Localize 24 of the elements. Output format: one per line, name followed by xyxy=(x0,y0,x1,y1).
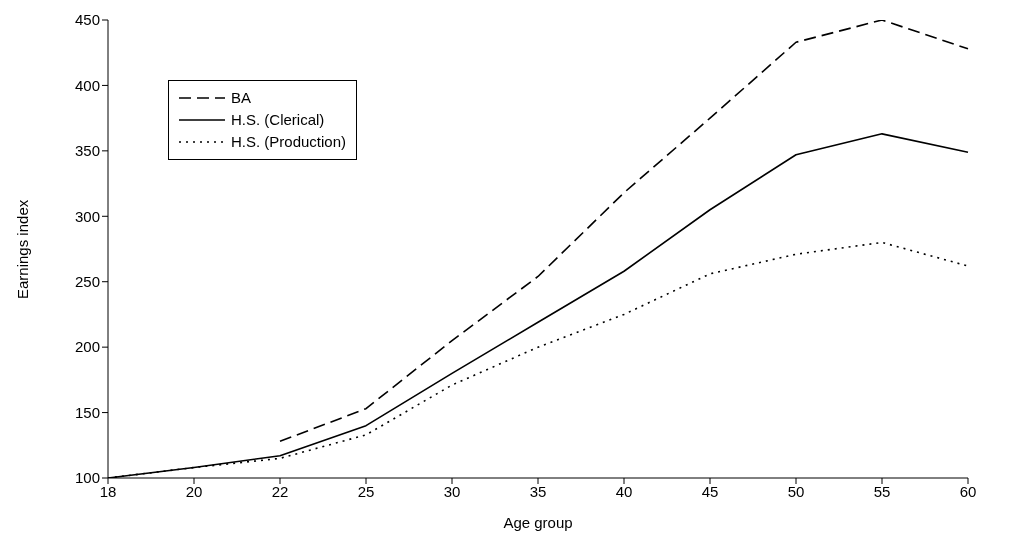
x-tick-label: 40 xyxy=(615,482,633,500)
legend-label: H.S. (Clerical) xyxy=(231,110,325,130)
legend-label: BA xyxy=(231,88,252,108)
y-tick-label: 450 xyxy=(74,11,100,29)
y-tick-label: 100 xyxy=(74,469,100,487)
y-tick-label: 400 xyxy=(74,76,100,94)
y-tick-label: 350 xyxy=(74,142,100,160)
x-tick-label: 45 xyxy=(701,482,719,500)
y-axis-title: Earnings index xyxy=(14,199,32,299)
y-tick-label: 250 xyxy=(74,273,100,291)
x-tick-label: 18 xyxy=(99,482,117,500)
x-tick-label: 50 xyxy=(787,482,805,500)
x-axis-title: Age group xyxy=(503,514,573,531)
legend-label: H.S. (Production) xyxy=(231,132,347,152)
x-tick-label: 35 xyxy=(529,482,547,500)
x-tick-label: 22 xyxy=(271,482,289,500)
x-tick-label: 55 xyxy=(873,482,891,500)
y-tick-label: 150 xyxy=(74,403,100,421)
x-tick-label: 25 xyxy=(357,482,375,500)
x-tick-label: 60 xyxy=(959,482,977,500)
x-tick-label: 30 xyxy=(443,482,461,500)
y-tick-label: 300 xyxy=(74,207,100,225)
x-tick-label: 20 xyxy=(185,482,203,500)
y-tick-label: 200 xyxy=(74,338,100,356)
